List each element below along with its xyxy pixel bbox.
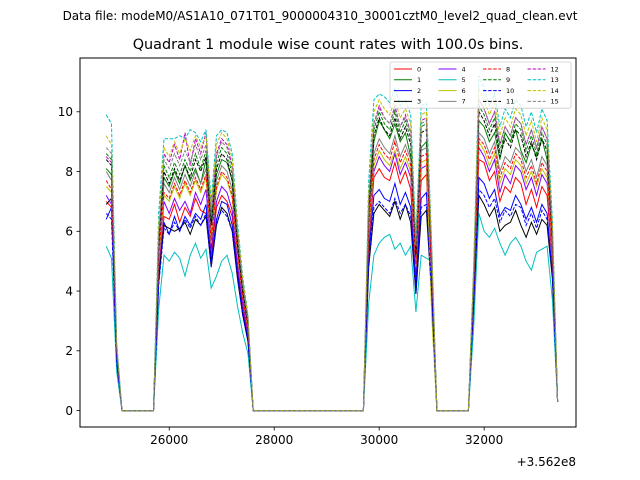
legend-label-7: 7: [462, 98, 466, 106]
legend-label-12: 12: [551, 65, 559, 73]
x-tick-label: 28000: [255, 433, 293, 447]
plot-frame: [79, 57, 577, 428]
data-file-caption: Data file: modeM0/AS1A10_071T01_90000043…: [63, 9, 578, 23]
legend-label-8: 8: [506, 65, 510, 73]
x-offset-label: +3.562e8: [517, 455, 576, 469]
series-line-15: [105, 98, 559, 412]
x-tick-label: 26000: [150, 433, 188, 447]
series-line-0: [105, 158, 559, 412]
series-line-12: [105, 98, 559, 412]
series-line-9: [105, 104, 559, 412]
legend-label-6: 6: [462, 87, 466, 95]
series-line-14: [105, 87, 559, 412]
series-line-3: [105, 193, 559, 412]
chart-title: Quadrant 1 module wise count rates with …: [133, 37, 524, 53]
legend-label-3: 3: [417, 98, 421, 106]
series-layer: [105, 75, 559, 412]
series-line-11: [105, 110, 559, 412]
legend-label-9: 9: [506, 76, 510, 84]
legend-label-1: 1: [417, 76, 421, 84]
legend-box: [389, 61, 572, 109]
y-tick-label: 10: [58, 105, 73, 119]
y-tick-label: 6: [65, 225, 73, 239]
y-tick-label: 8: [65, 165, 73, 179]
legend-label-13: 13: [551, 76, 559, 84]
legend-label-15: 15: [551, 98, 559, 106]
series-line-4: [105, 145, 559, 412]
y-tick-label: 2: [65, 344, 73, 358]
series-line-5: [105, 213, 559, 412]
series-line-10: [105, 188, 559, 412]
legend-label-5: 5: [462, 76, 466, 84]
y-tick-label: 4: [65, 284, 73, 298]
y-tick-label: 0: [65, 404, 73, 418]
legend-label-10: 10: [506, 87, 514, 95]
legend-label-11: 11: [506, 98, 514, 106]
axes-layer: 26000 28000 30000 32000 0 2 4 6 8 10: [58, 105, 504, 447]
x-tick-label: 30000: [360, 433, 398, 447]
series-line-7: [105, 131, 559, 412]
x-tick-label: 32000: [465, 433, 503, 447]
series-line-6: [105, 139, 559, 412]
legend-label-4: 4: [462, 65, 466, 73]
series-line-13: [105, 75, 559, 412]
legend-label-2: 2: [417, 87, 421, 95]
legend-label-0: 0: [417, 65, 421, 73]
series-line-8: [105, 137, 559, 412]
legend-label-14: 14: [551, 87, 559, 95]
